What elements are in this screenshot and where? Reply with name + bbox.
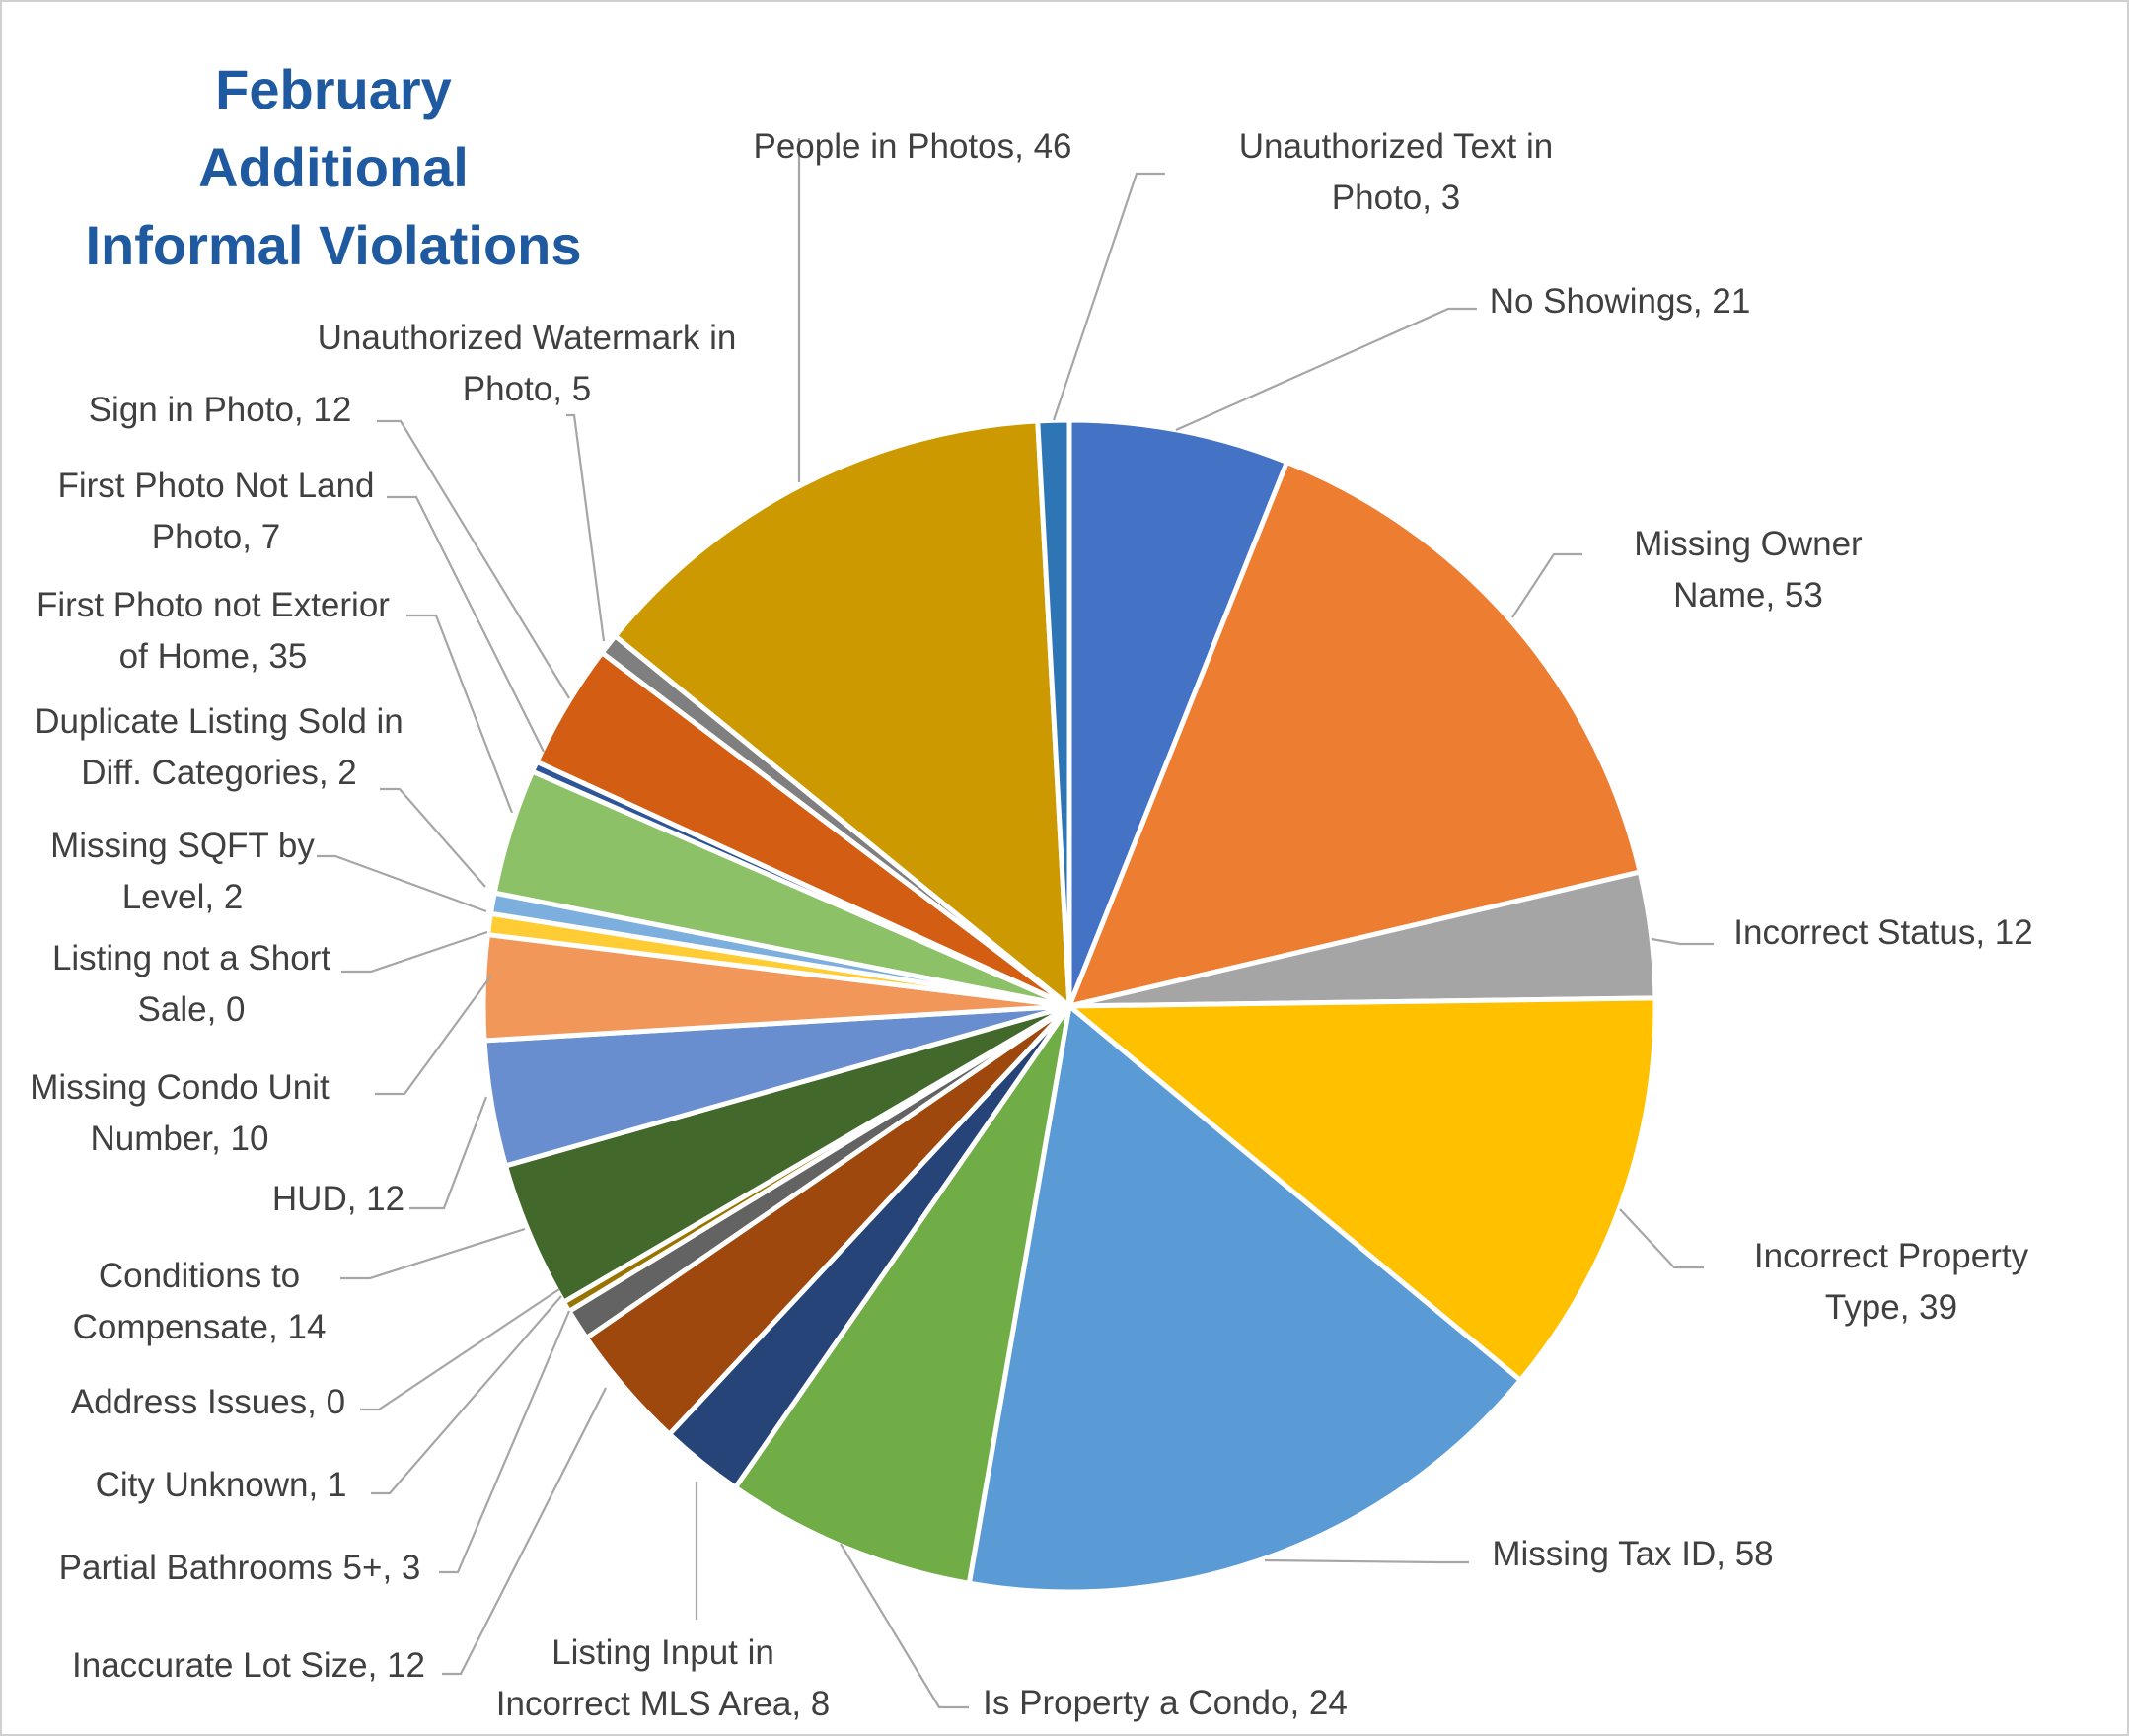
chart-title: February Additional Informal Violations [85, 58, 581, 276]
leader-line-city-unknown-1 [371, 1295, 562, 1495]
leader-line-conditions-to [340, 1227, 526, 1280]
leader-line-first-photo-not-exterior [406, 614, 514, 814]
pie-slice-is-property-a-condo-24 [732, 1003, 1072, 1586]
data-label-missing-sqft-by: Missing SQFT by Level, 2 [50, 827, 315, 916]
leader-line-partial-bathrooms-5-3 [439, 1310, 571, 1574]
leader-line-hud-12 [409, 1096, 488, 1210]
leader-line-is-property-a-condo-24 [840, 1543, 969, 1709]
data-label-hud-12: HUD, 12 [272, 1180, 404, 1218]
data-label-sign-in-photo-12: Sign in Photo, 12 [89, 391, 352, 429]
data-label-missing-tax-id-58: Missing Tax ID, 58 [1492, 1535, 1773, 1573]
data-label-first-photo-not-exterior: First Photo not Exterior of Home, 35 [37, 586, 390, 676]
data-label-address-issues-0: Address Issues, 0 [71, 1383, 345, 1421]
leader-line-missing-owner [1511, 552, 1582, 618]
data-label-people-in-photos-46: People in Photos, 46 [753, 127, 1071, 166]
data-label-listing-input-in: Listing Input in Incorrect MLS Area, 8 [496, 1633, 830, 1723]
pie-slices [480, 417, 1658, 1595]
leader-line-no-showings-21 [1175, 307, 1477, 432]
pie-slice-missing-owner [1066, 459, 1643, 1009]
leader-line-first-photo-not-land [387, 495, 545, 753]
data-label-inaccurate-lot-size-12: Inaccurate Lot Size, 12 [72, 1646, 425, 1685]
data-label-unauthorized-text-in: Unauthorized Text in Photo, 3 [1239, 127, 1553, 217]
data-label-no-showings-21: No Showings, 21 [1490, 282, 1751, 321]
data-label-missing-owner: Missing Owner Name, 53 [1634, 525, 1863, 615]
leader-line-inaccurate-lot-size-12 [442, 1387, 607, 1676]
leader-lines [317, 138, 1714, 1709]
leader-line-unauthorized-text-in [1052, 172, 1165, 421]
data-label-duplicate-listing-sold-in: Duplicate Listing Sold in Diff. Categorie… [35, 702, 404, 792]
chart-title-text: February Additional Informal Violations [85, 58, 581, 276]
leader-line-duplicate-listing-sold-in [380, 787, 486, 888]
pie-slice-no-showings-21 [1066, 417, 1289, 1009]
leader-line-missing-sqft-by [317, 854, 487, 913]
pie-slice-missing-tax-id-58 [966, 1003, 1523, 1595]
leader-line-address-issues-0 [360, 1288, 560, 1411]
data-label-first-photo-not-land: First Photo Not Land Photo, 7 [58, 467, 375, 556]
pie-slice-unauthorized-text-in [1035, 417, 1072, 1009]
data-labels: No Showings, 21 Missing Owner Name, 53 Inco… [30, 127, 2032, 1723]
data-label-missing-condo-unit: Missing Condo Unit Number, 10 [30, 1068, 330, 1158]
leader-line-listing-not-a-short [341, 930, 488, 974]
pie-slice-people-in-photos-46 [612, 418, 1072, 1009]
data-label-incorrect-status-12: Incorrect Status, 12 [1733, 913, 2032, 952]
data-label-is-property-a-condo-24: Is Property a Condo, 24 [983, 1684, 1348, 1722]
leader-line-sign-in-photo-12 [377, 419, 570, 699]
leader-line-incorrect-status-12 [1651, 937, 1714, 946]
data-label-partial-bathrooms-5-3: Partial Bathrooms 5+, 3 [59, 1549, 421, 1587]
data-label-listing-not-a-short: Listing not a Short Sale, 0 [52, 939, 330, 1029]
data-label-conditions-to: Conditions to Compensate, 14 [73, 1257, 327, 1346]
pie-slice-incorrect-property [1066, 995, 1658, 1383]
leader-line-missing-condo-unit [375, 975, 492, 1096]
data-label-incorrect-property: Incorrect Property Type, 39 [1754, 1237, 2029, 1327]
leader-line-missing-tax-id-58 [1264, 1558, 1469, 1564]
leader-line-incorrect-property [1619, 1208, 1704, 1269]
data-label-unauthorized-watermark-in: Unauthorized Watermark in Photo, 5 [318, 319, 737, 408]
data-label-city-unknown-1: City Unknown, 1 [96, 1466, 347, 1504]
leader-line-unauthorized-watermark-in [566, 413, 606, 642]
